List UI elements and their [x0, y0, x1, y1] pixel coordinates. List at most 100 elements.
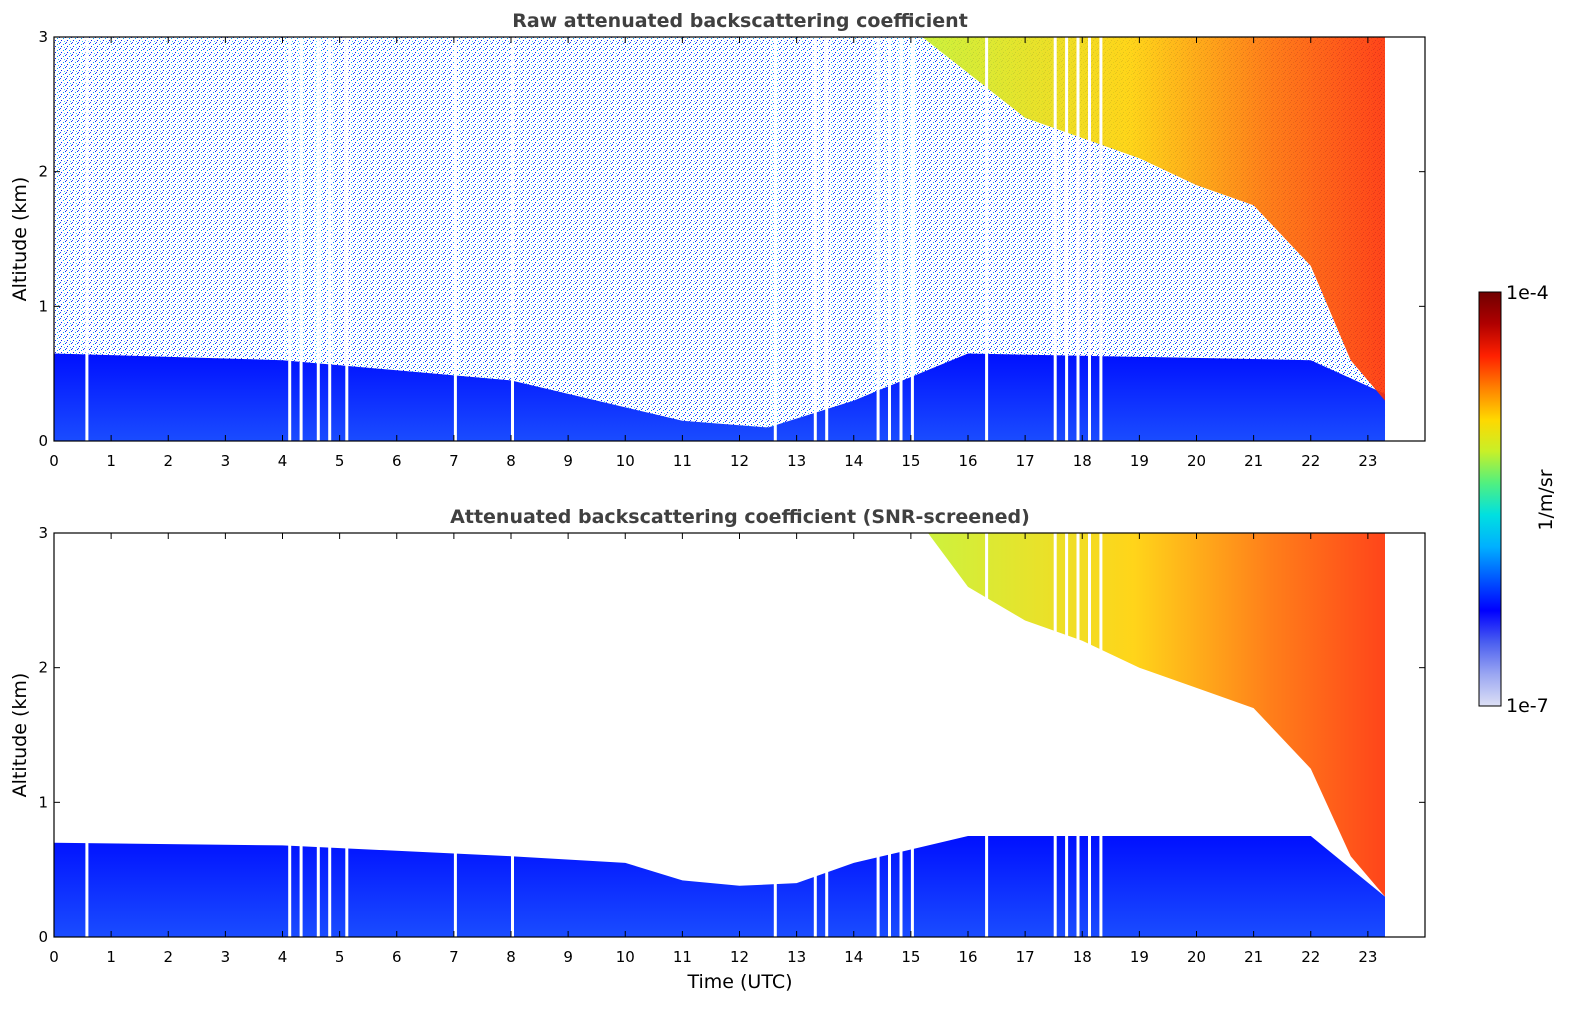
x-tick-label: 14: [844, 948, 863, 966]
data-gap: [1065, 533, 1069, 937]
heatmap-layer: [54, 533, 1385, 937]
x-tick-label: 16: [958, 452, 977, 470]
x-tick-label: 0: [49, 452, 59, 470]
x-tick-label: 23: [1358, 948, 1377, 966]
x-tick-label: 19: [1130, 948, 1149, 966]
x-tick-label: 10: [616, 948, 635, 966]
panel-title: Attenuated backscattering coefficient (S…: [450, 506, 1030, 528]
data-gap: [288, 533, 292, 937]
data-gap: [985, 37, 989, 441]
x-tick-label: 7: [449, 452, 459, 470]
boundary-layer-region: [54, 836, 1385, 937]
x-tick-label: 12: [730, 452, 749, 470]
data-gap: [453, 533, 457, 937]
data-gap: [825, 533, 829, 937]
y-axis-label: Altitude (km): [9, 177, 31, 302]
heatmap-layer: [54, 37, 1386, 441]
data-gap: [773, 37, 777, 441]
data-gap: [511, 533, 514, 937]
data-gap: [813, 533, 817, 937]
x-tick-label: 11: [673, 452, 692, 470]
data-gap: [888, 37, 891, 441]
data-gap: [288, 37, 292, 441]
x-tick-label: 8: [506, 452, 516, 470]
data-gap: [85, 37, 89, 441]
panel-raw: Raw attenuated backscattering coefficien…: [9, 10, 1426, 470]
x-tick-label: 17: [1016, 452, 1035, 470]
y-tick-label: 3: [38, 28, 48, 46]
x-tick-label: 3: [221, 948, 231, 966]
colorbar-min-label: 1e-7: [1506, 695, 1549, 717]
x-tick-label: 14: [844, 452, 863, 470]
data-gap: [825, 37, 829, 441]
y-tick-label: 0: [38, 432, 48, 450]
data-gap: [511, 37, 514, 441]
data-gap: [316, 37, 320, 441]
data-gap: [299, 533, 303, 937]
data-gap: [328, 37, 332, 441]
x-tick-label: 22: [1301, 452, 1320, 470]
y-axis-label: Altitude (km): [9, 673, 31, 798]
x-tick-label: 4: [278, 948, 288, 966]
colorbar-label: 1/m/sr: [1535, 469, 1557, 530]
x-tick-label: 19: [1130, 452, 1149, 470]
data-gap: [899, 533, 903, 937]
x-tick-label: 15: [901, 452, 920, 470]
x-tick-label: 20: [1187, 948, 1206, 966]
x-tick-label: 8: [506, 948, 516, 966]
data-gap: [876, 37, 880, 441]
data-gap: [453, 37, 457, 441]
data-gap: [888, 533, 891, 937]
data-gap: [773, 533, 777, 937]
data-gap: [1088, 533, 1091, 937]
data-gap: [1099, 533, 1103, 937]
data-gap: [1053, 533, 1057, 937]
data-gap: [299, 37, 303, 441]
data-gap: [1065, 37, 1069, 441]
colorbar-scale: [1478, 291, 1502, 707]
x-tick-label: 16: [958, 948, 977, 966]
x-tick-label: 2: [163, 452, 173, 470]
x-tick-label: 15: [901, 948, 920, 966]
panel-title: Raw attenuated backscattering coefficien…: [512, 10, 968, 32]
x-tick-label: 9: [563, 452, 573, 470]
x-tick-label: 10: [616, 452, 635, 470]
x-tick-label: 1: [106, 948, 116, 966]
data-gap: [1076, 37, 1080, 441]
x-tick-label: 2: [163, 948, 173, 966]
data-gap: [1076, 533, 1080, 937]
x-tick-label: 17: [1016, 948, 1035, 966]
data-gap: [910, 37, 914, 441]
x-tick-label: 11: [673, 948, 692, 966]
cloud-region: [928, 533, 1385, 897]
y-tick-label: 1: [38, 793, 48, 811]
y-tick-label: 2: [38, 659, 48, 677]
x-tick-label: 3: [221, 452, 231, 470]
y-tick-label: 1: [38, 297, 48, 315]
data-gap: [985, 533, 989, 937]
data-gap: [813, 37, 817, 441]
x-tick-label: 1: [106, 452, 116, 470]
data-gap: [1099, 37, 1103, 441]
x-tick-label: 4: [278, 452, 288, 470]
x-tick-label: 0: [49, 948, 59, 966]
x-tick-label: 21: [1244, 948, 1263, 966]
x-tick-label: 5: [335, 948, 345, 966]
x-tick-label: 6: [392, 452, 402, 470]
data-gap: [85, 533, 89, 937]
x-tick-label: 5: [335, 452, 345, 470]
data-gap: [899, 37, 903, 441]
cloud-region: [922, 37, 1385, 401]
data-gap: [316, 533, 320, 937]
x-tick-label: 20: [1187, 452, 1206, 470]
data-gap: [876, 533, 880, 937]
x-tick-label: 21: [1244, 452, 1263, 470]
boundary-layer-region: [54, 353, 1385, 441]
data-gap: [345, 37, 349, 441]
y-tick-label: 2: [38, 163, 48, 181]
data-gap: [345, 533, 349, 937]
x-tick-label: 13: [787, 452, 806, 470]
y-tick-label: 0: [38, 928, 48, 946]
x-tick-label: 6: [392, 948, 402, 966]
